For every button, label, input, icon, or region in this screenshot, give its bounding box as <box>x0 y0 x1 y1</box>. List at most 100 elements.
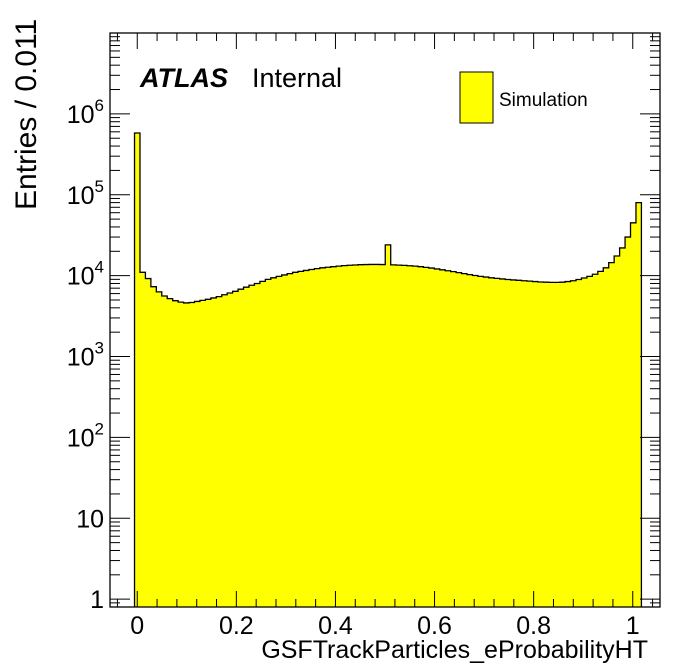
histogram-bar <box>347 265 353 607</box>
histogram-bar <box>232 291 239 607</box>
histogram-bar <box>635 202 642 608</box>
y-tick-label: 102 <box>67 419 104 452</box>
histogram-bar <box>412 266 419 607</box>
histogram-bar <box>494 278 501 607</box>
y-tick-label-base: 10 <box>67 101 95 129</box>
histogram-bar <box>619 247 626 608</box>
histogram-bar <box>292 272 299 607</box>
y-axis-label: Entries / 0.011 <box>10 19 43 210</box>
histogram-bar <box>145 278 152 607</box>
y-tick-label-base: 10 <box>67 182 95 210</box>
histogram-bar <box>216 296 223 607</box>
histogram-bar <box>537 281 544 607</box>
histogram-bar <box>439 269 446 607</box>
histogram-bar <box>308 269 315 607</box>
histogram-bar <box>586 276 593 607</box>
histogram-bar <box>336 266 343 607</box>
x-tick-label: 0.2 <box>219 612 254 640</box>
histogram-bar <box>199 300 206 607</box>
histogram-bar <box>396 265 402 607</box>
histogram-bar <box>167 298 174 607</box>
histogram-bar <box>210 297 217 607</box>
histogram-bar <box>205 299 212 607</box>
histogram-bar <box>265 279 272 607</box>
histogram-bar <box>276 276 283 607</box>
histogram-bar <box>352 264 359 607</box>
histogram-bar <box>499 278 506 607</box>
x-tick-label: 0 <box>130 612 144 640</box>
x-tick-label: 0.8 <box>516 612 551 640</box>
histogram-bar <box>287 273 293 607</box>
histogram-bar <box>379 264 386 607</box>
histogram-bar <box>194 301 201 607</box>
x-tick-label: 0.6 <box>417 612 452 640</box>
x-axis-label: GSFTrackParticles_eProbabilityHT <box>261 636 648 664</box>
axis-ticks <box>110 32 660 608</box>
histogram-bar <box>407 265 413 607</box>
histogram-bar <box>178 302 184 607</box>
histogram-bar <box>461 273 468 607</box>
histogram-bar <box>510 279 517 607</box>
histogram-bar <box>576 279 582 607</box>
y-tick-label: 1 <box>90 586 104 614</box>
x-tick-labels: 0 0.2 0.4 0.6 0.8 1 <box>130 612 639 640</box>
histogram-bar <box>630 222 637 607</box>
histogram-bar <box>325 267 332 607</box>
histogram-bar <box>189 302 195 607</box>
histogram-bar <box>314 268 321 607</box>
y-tick-label-exponent: 2 <box>95 419 104 438</box>
histogram-bar <box>254 283 261 607</box>
histogram-bar <box>363 264 370 607</box>
histogram-bar <box>614 255 621 607</box>
histogram-bar <box>608 262 615 607</box>
legend-label-simulation: Simulation <box>499 90 588 111</box>
histogram-bar <box>156 291 163 607</box>
histogram-bar <box>521 280 528 607</box>
histogram-bar <box>456 272 462 607</box>
y-tick-label: 103 <box>67 339 104 372</box>
histogram-bar <box>227 293 234 607</box>
histogram-bar <box>270 277 277 607</box>
histogram-bar <box>319 267 326 607</box>
histogram-bar <box>559 282 566 607</box>
y-tick-label: 104 <box>67 258 104 291</box>
legend-swatch <box>459 71 494 124</box>
histogram-bar <box>134 133 141 607</box>
histogram-bar <box>592 274 599 607</box>
histogram-bar <box>532 281 539 607</box>
histogram-bar <box>259 281 266 607</box>
histogram-bar <box>625 237 631 607</box>
histogram-bar <box>303 270 310 607</box>
y-tick-label-base: 10 <box>67 424 95 452</box>
y-tick-label-exponent: 5 <box>95 177 104 196</box>
histogram-bar <box>281 274 288 607</box>
y-tick-label: 106 <box>67 96 104 129</box>
histogram-bar <box>543 282 550 607</box>
histogram-bar <box>417 266 424 607</box>
histogram-bar <box>467 274 473 607</box>
histogram-bar <box>341 265 348 607</box>
histogram-bar <box>238 289 244 607</box>
atlas-status-label: Internal <box>252 63 342 93</box>
histogram-bar <box>423 267 430 607</box>
histogram-bar <box>330 266 337 607</box>
histogram-bar <box>505 279 512 607</box>
y-tick-label: 105 <box>67 177 104 210</box>
y-tick-label-exponent: 6 <box>95 96 104 115</box>
histogram-bar <box>243 287 250 607</box>
histogram-bar <box>434 268 441 607</box>
histogram-bar <box>221 294 228 607</box>
y-tick-label-base: 10 <box>67 263 95 291</box>
histogram-bar <box>357 264 364 607</box>
histogram-bar <box>581 278 588 607</box>
y-tick-label: 10 <box>76 505 104 533</box>
histogram-bar <box>390 264 397 607</box>
histogram-bar <box>450 271 457 607</box>
histogram-bar <box>603 267 610 607</box>
histogram-outline <box>133 132 643 607</box>
histogram-bar <box>298 271 304 607</box>
histogram-bar <box>172 300 179 607</box>
histogram-bar <box>150 286 157 607</box>
